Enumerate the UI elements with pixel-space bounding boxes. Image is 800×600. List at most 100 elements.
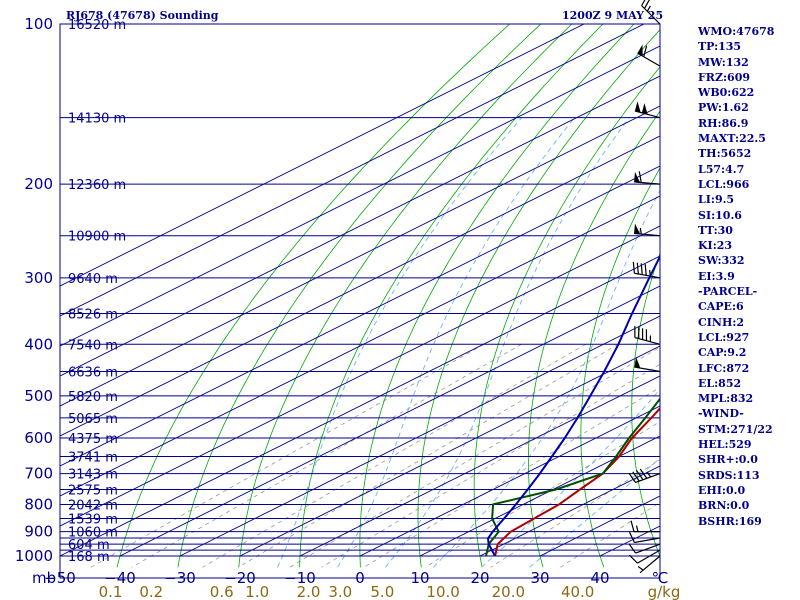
height-label: 12360 m — [68, 178, 126, 193]
height-label: 1060 m — [68, 526, 118, 541]
index-line: SI:10.6 — [698, 208, 742, 222]
isotherm-line — [60, 75, 660, 377]
wind-barb-staff — [634, 272, 661, 279]
mixing-ratio-tick-label: 2.0 — [297, 583, 321, 600]
mixing-ratio-line — [363, 386, 660, 568]
index-line: SHR+:0.0 — [698, 453, 758, 467]
isotherm-line — [239, 345, 660, 557]
chart-grid — [60, 24, 660, 568]
mixing-ratio-line — [321, 363, 660, 568]
wind-barb-feather — [628, 554, 638, 564]
mixing-ratio-tick-label: 20.0 — [492, 583, 525, 600]
wind-barb-staff — [639, 555, 661, 574]
wind-barb-feather — [628, 543, 637, 554]
wind-barb-feather — [630, 520, 635, 532]
index-line: TT:30 — [698, 223, 733, 237]
isotherm-line — [60, 45, 660, 347]
moist-adiabat — [433, 189, 660, 568]
wind-barb-feather — [632, 261, 635, 274]
isotherm-line — [299, 375, 660, 557]
wind-barb-staff — [637, 549, 661, 564]
height-label: 9640 m — [68, 272, 118, 287]
wind-barb-pennant — [634, 357, 641, 369]
wind-barb-staff — [634, 336, 661, 345]
height-label: 10900 m — [68, 230, 126, 245]
stability-indices-panel: WMO:47678 TP:135 MW:132 FRZ:609 WB0:622 PW:1.… — [698, 24, 800, 529]
index-line: -PARCEL- — [698, 285, 758, 299]
pressure-tick-label: 300 — [24, 269, 53, 287]
pressure-tick-label: 900 — [24, 523, 53, 541]
index-line: WMO:47678 — [698, 25, 775, 38]
isotherm-line — [60, 24, 585, 287]
wind-barb — [634, 357, 661, 373]
isotherm-line — [60, 195, 660, 497]
wind-barb — [628, 543, 661, 554]
mixing-ratio-line — [90, 343, 485, 568]
isotherm-line — [179, 315, 660, 557]
mixing-ratio-line — [237, 343, 619, 568]
dry-adiabat — [417, 29, 660, 568]
mixing-ratio-tick-label: 40.0 — [561, 583, 594, 600]
mixing-ratio-tick-label: 10.0 — [426, 583, 459, 600]
mixing-ratio-unit-label: g/kg — [648, 583, 681, 600]
wind-barb-feather — [639, 468, 648, 479]
mixing-ratio-line — [490, 459, 660, 568]
height-label: 5820 m — [68, 390, 118, 405]
index-line: TP:135 — [698, 40, 742, 54]
isotherm-line — [60, 165, 660, 467]
index-line: EI:3.9 — [698, 269, 735, 283]
height-label: 168 m — [68, 550, 110, 565]
isotherm-line — [60, 255, 660, 557]
index-line: RH:86.9 — [698, 116, 749, 130]
mixing-ratio-tick-label: 0.2 — [139, 583, 163, 600]
index-line: MW:132 — [698, 55, 749, 69]
height-label: 2042 m — [68, 498, 118, 513]
mixing-ratio-tick-label: 0.6 — [210, 583, 234, 600]
index-line: HEL:529 — [698, 438, 752, 452]
wind-barb — [634, 223, 661, 237]
station-title: RJ678 (47678) Sounding — [66, 9, 219, 22]
mixing-ratio-tick-label: 0.1 — [99, 583, 123, 600]
wind-barb-staff — [635, 473, 661, 484]
wind-barb-feather — [643, 45, 648, 57]
parcel-profile-line — [487, 254, 660, 557]
index-line: MPL:832 — [698, 392, 754, 406]
pressure-tick-label: 1000 — [15, 547, 53, 565]
wind-barb-half-feather — [635, 525, 639, 532]
mixing-ratio-line — [131, 343, 522, 568]
pressure-tick-label: 200 — [24, 175, 53, 193]
isotherm-line — [419, 435, 660, 557]
index-line: WB0:622 — [698, 86, 755, 100]
wind-barb-half-feather — [646, 5, 651, 12]
plot-frame — [59, 23, 661, 579]
height-label: 6636 m — [68, 366, 118, 381]
pressure-tick-label: 500 — [24, 387, 53, 405]
dry-adiabat — [299, 24, 604, 568]
axis-labels: 100 200 300 400 500 600 700 800 900 1000 mb 16520 m… — [15, 15, 681, 600]
wind-barb — [634, 326, 661, 345]
mixing-ratio-tick-label: 5.0 — [370, 583, 394, 600]
wind-barb-feather — [632, 471, 640, 482]
dry-adiabat — [473, 66, 660, 568]
isotherm-line — [479, 465, 660, 557]
wind-barb-feather — [628, 531, 635, 543]
sounding-profiles — [485, 254, 660, 557]
pressure-tick-label: 400 — [24, 335, 53, 353]
mixing-ratio-line — [202, 343, 586, 568]
height-label: 5065 m — [68, 412, 118, 427]
wind-barb-half-feather — [646, 471, 652, 478]
wind-barb — [632, 261, 661, 279]
index-line: FRZ:609 — [698, 70, 751, 84]
wind-barb — [637, 44, 661, 67]
isotherm-line — [119, 285, 660, 557]
isotherm-line — [60, 24, 645, 317]
index-line: STM:271/22 — [698, 422, 773, 436]
height-label: 7540 m — [68, 338, 118, 353]
dry-adiabat — [631, 252, 660, 558]
sounding-time: 1200Z 9 MAY 25 — [562, 9, 664, 22]
wind-barb-feather — [638, 171, 642, 183]
height-label: 3143 m — [68, 468, 118, 483]
index-line: L57:4.7 — [698, 162, 745, 176]
wind-barb-feather — [641, 0, 646, 6]
